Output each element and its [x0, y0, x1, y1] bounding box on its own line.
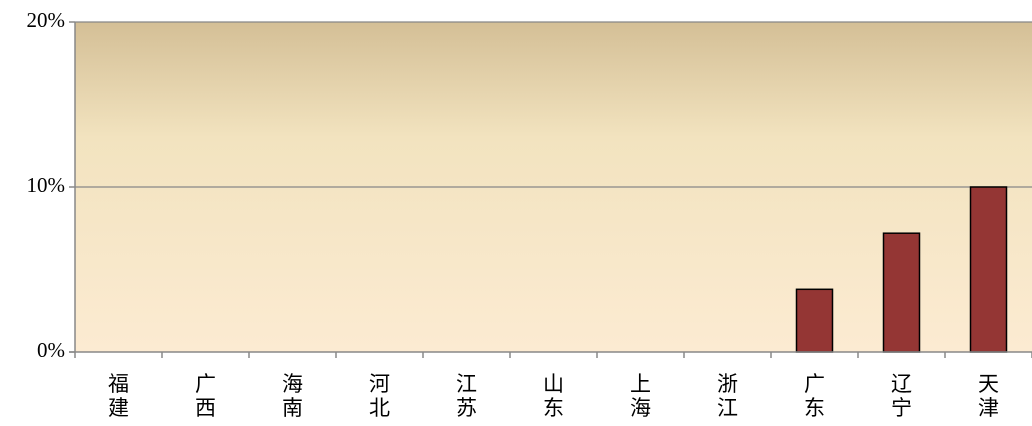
x-tick-label-8: 广东: [804, 372, 825, 420]
x-tick-label-7: 浙江: [717, 372, 738, 420]
bar-9: [882, 232, 921, 353]
bar-8: [795, 288, 834, 353]
x-tick-labels: 福建 广西 海南 河北 江苏 山东 上海 浙江 广东 辽宁 天津: [108, 372, 999, 420]
x-tick-label-4: 江苏: [456, 372, 477, 420]
axes: [69, 21, 1032, 358]
x-tick-label-9: 辽宁: [891, 372, 912, 420]
x-tick-label-0: 福建: [108, 372, 129, 420]
x-tick-label-10: 天津: [978, 372, 999, 420]
x-tick-label-1: 广西: [195, 372, 216, 420]
y-tick-label-2: 20%: [27, 8, 66, 32]
bars: [795, 186, 1008, 353]
x-tick-label-2: 海南: [282, 372, 303, 420]
x-tick-label-5: 山东: [543, 372, 564, 420]
x-tick-label-6: 上海: [630, 372, 651, 420]
gridlines: [75, 21, 1032, 188]
x-tick-label-3: 河北: [369, 372, 390, 420]
y-tick-label-0: 0%: [37, 338, 65, 362]
bar-10: [969, 186, 1008, 353]
y-tick-label-1: 10%: [27, 173, 66, 197]
y-tick-labels: 0% 10% 20%: [27, 8, 66, 362]
